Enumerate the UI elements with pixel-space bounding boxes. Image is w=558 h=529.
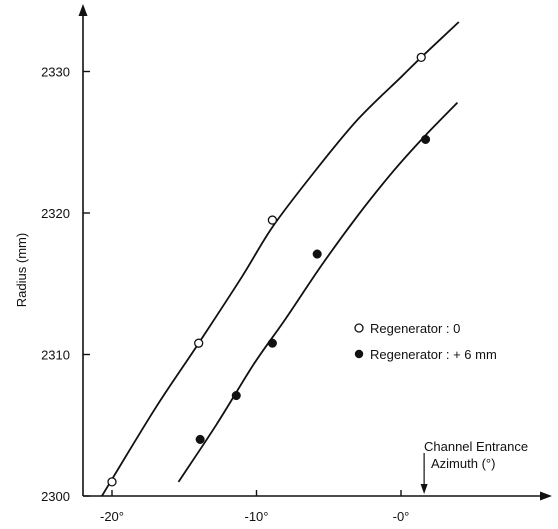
fit-curves bbox=[101, 21, 460, 497]
fit-curve-series-1 bbox=[177, 101, 459, 483]
y-axis-arrow bbox=[78, 4, 88, 16]
y-tick-label-3: 2330 bbox=[41, 65, 70, 80]
y-tick-label-2: 2320 bbox=[41, 206, 70, 221]
y-tick-label-1: 2310 bbox=[41, 348, 70, 363]
x-axis-arrow bbox=[540, 491, 552, 501]
point-series-1-3 bbox=[312, 249, 322, 259]
point-series-1-1 bbox=[231, 390, 241, 401]
x-axis-label: Azimuth (°) bbox=[431, 456, 495, 471]
point-series-0-3 bbox=[416, 52, 426, 62]
x-tick-label-2: -0° bbox=[393, 509, 410, 524]
legend-marker-open bbox=[354, 323, 364, 333]
channel-entrance-annotation: Channel Entrance bbox=[420, 439, 528, 494]
legend: Regenerator : 0 Regenerator : + 6 mm bbox=[354, 321, 497, 362]
point-series-1-2 bbox=[267, 338, 277, 348]
point-series-0-1 bbox=[194, 338, 204, 348]
x-tick-label-0: -20° bbox=[100, 509, 124, 524]
x-tick-label-1: -10° bbox=[245, 509, 269, 524]
legend-marker-filled bbox=[354, 349, 364, 359]
axis-ticks: 2300 2310 2320 2330 -20° -10° -0° bbox=[41, 65, 409, 525]
point-series-1-0 bbox=[195, 434, 205, 444]
point-series-1-4 bbox=[421, 134, 431, 144]
y-axis-label: Radius (mm) bbox=[14, 233, 29, 307]
point-series-0-2 bbox=[267, 215, 278, 225]
fit-curve-series-0 bbox=[101, 21, 460, 497]
legend-label-series-1: Regenerator : + 6 mm bbox=[370, 347, 497, 362]
data-points bbox=[107, 52, 431, 487]
channel-entrance-arrow-head bbox=[420, 484, 428, 494]
y-tick-label-0: 2300 bbox=[41, 489, 70, 504]
channel-entrance-label: Channel Entrance bbox=[424, 439, 528, 454]
point-series-0-0 bbox=[107, 477, 117, 487]
legend-label-series-0: Regenerator : 0 bbox=[370, 321, 460, 336]
